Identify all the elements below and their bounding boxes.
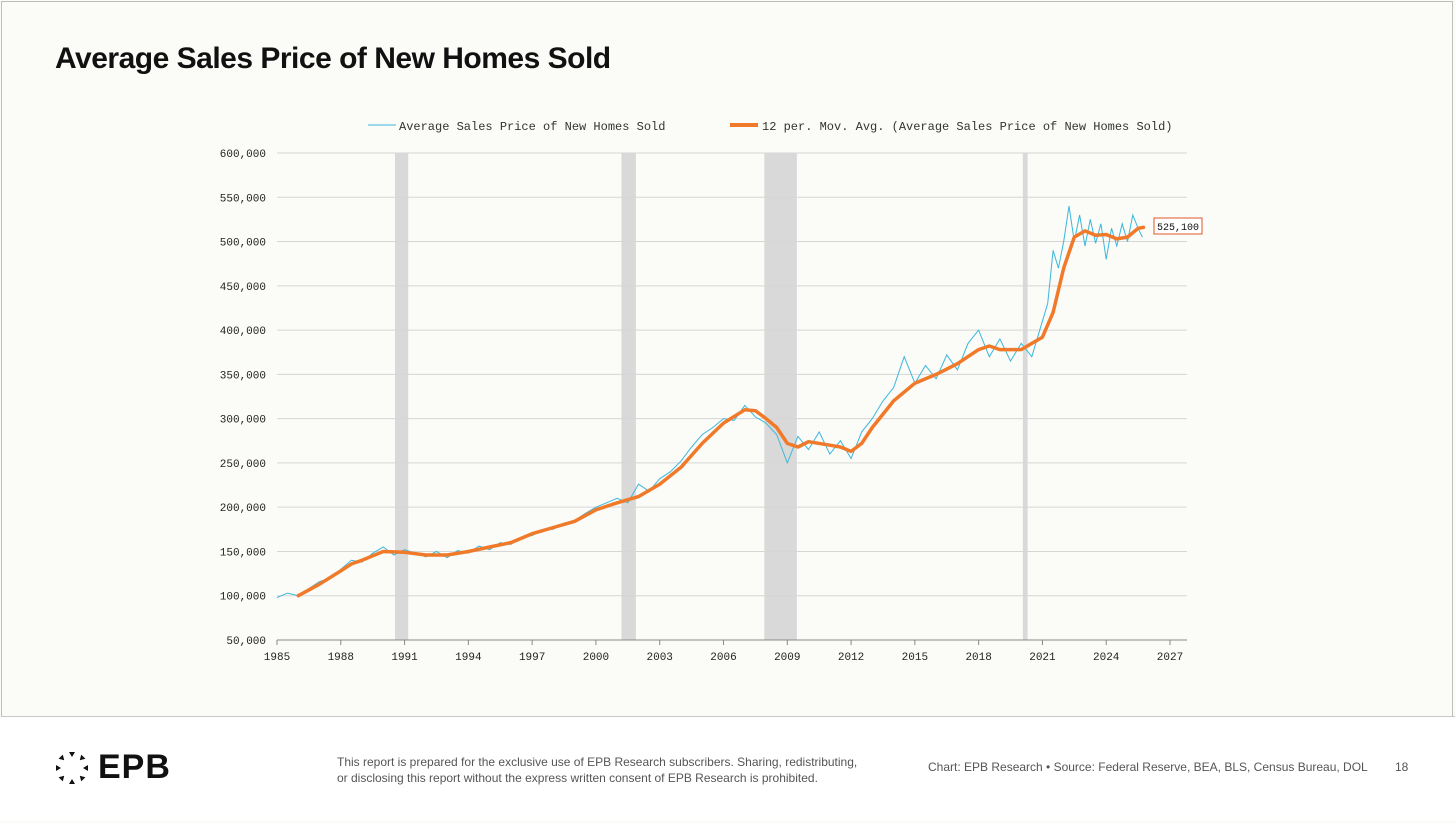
- x-tick-label: 1988: [328, 652, 354, 664]
- page-number: 18: [1395, 760, 1409, 774]
- y-tick-label: 100,000: [220, 592, 266, 604]
- x-tick-label: 2003: [647, 652, 673, 664]
- y-axis-ticks: 50,000 100,000 150,000 200,000 250,000 300,00…: [220, 149, 266, 648]
- source-credit: Chart: EPB Research • Source: Federal Re…: [928, 760, 1368, 774]
- chart: 50,000 100,000 150,000 200,000 250,000 300,00…: [220, 120, 1203, 664]
- y-tick-label: 500,000: [220, 238, 266, 250]
- disclaimer-line-1: This report is prepared for the exclusiv…: [337, 755, 858, 769]
- x-tick-label: 2009: [774, 652, 800, 664]
- footer-divider: [1, 716, 1455, 717]
- recession-band: [764, 153, 797, 640]
- y-tick-label: 450,000: [220, 282, 266, 294]
- x-tick-label: 2006: [710, 652, 736, 664]
- epb-logo-icon: [56, 751, 88, 784]
- y-tick-label: 200,000: [220, 503, 266, 515]
- x-tick-label: 2000: [583, 652, 609, 664]
- gridlines: [277, 152, 1187, 641]
- x-tick-label: 2012: [838, 652, 864, 664]
- legend-label-raw: Average Sales Price of New Homes Sold: [399, 120, 665, 134]
- last-value-label: 525,100: [1153, 217, 1203, 235]
- series-line-moving-average: [296, 225, 1146, 598]
- x-tick-label: 1991: [391, 652, 418, 664]
- x-tick-label: 2021: [1029, 652, 1056, 664]
- recession-band: [621, 153, 636, 640]
- legend-label-ma: 12 per. Mov. Avg. (Average Sales Price o…: [762, 120, 1172, 134]
- series-line-raw: [276, 206, 1143, 598]
- epb-logo-text: EPB: [98, 748, 171, 786]
- x-tick-label: 1985: [264, 652, 290, 664]
- y-tick-label: 300,000: [220, 415, 266, 427]
- y-tick-label: 600,000: [220, 149, 266, 161]
- recession-band: [395, 153, 409, 640]
- epb-logo: EPB: [54, 748, 171, 787]
- x-tick-label: 2015: [902, 652, 928, 664]
- y-tick-label: 250,000: [220, 459, 266, 471]
- page-title: Average Sales Price of New Homes Sold: [55, 42, 611, 75]
- x-tick-label: 1997: [519, 652, 545, 664]
- x-axis-ticks: 1985 1988 1991 1994 1997 2000 2003 2006 2009 2012…: [264, 640, 1183, 664]
- recession-bands: [395, 153, 1028, 640]
- x-tick-label: 2027: [1157, 652, 1183, 664]
- recession-band: [1022, 153, 1028, 640]
- y-tick-label: 50,000: [226, 636, 266, 648]
- x-tick-label: 2024: [1093, 652, 1120, 664]
- disclaimer-line-2: or disclosing this report without the ex…: [337, 771, 818, 785]
- legend: Average Sales Price of New Homes Sold 12…: [368, 120, 1172, 134]
- y-tick-label: 350,000: [220, 370, 266, 382]
- y-tick-label: 150,000: [220, 547, 266, 559]
- x-tick-label: 1994: [455, 652, 482, 664]
- footer: [0, 717, 1456, 821]
- series-lines: [276, 206, 1146, 598]
- y-tick-label: 550,000: [220, 193, 266, 205]
- disclaimer: This report is prepared for the exclusiv…: [337, 754, 897, 786]
- last-value-text: 525,100: [1157, 223, 1199, 234]
- x-tick-label: 2018: [965, 652, 991, 664]
- y-tick-label: 400,000: [220, 326, 266, 338]
